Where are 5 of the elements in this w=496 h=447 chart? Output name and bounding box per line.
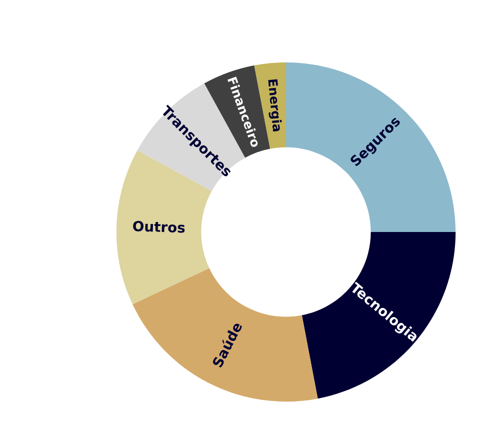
donut-slice: [302, 232, 456, 399]
slice-label: Energia: [266, 79, 283, 132]
donut-slice: [132, 268, 318, 402]
donut-slice: [286, 62, 456, 232]
slice-label: Outros: [132, 220, 185, 233]
